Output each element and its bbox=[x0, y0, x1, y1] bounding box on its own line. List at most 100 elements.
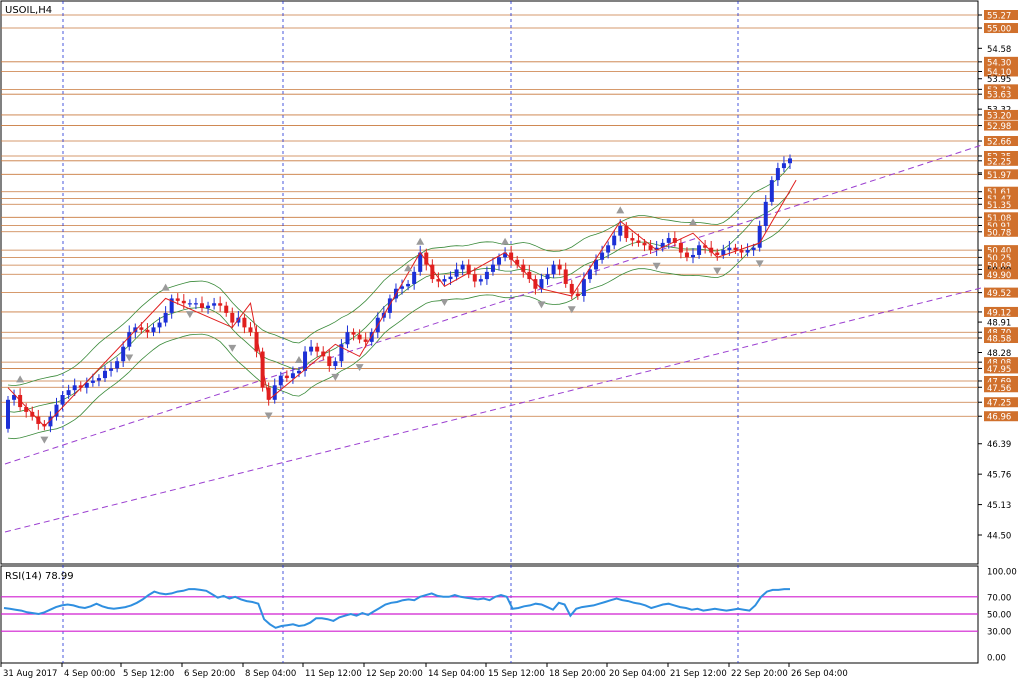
price-axis-label: 48.91 bbox=[987, 319, 1011, 329]
price-tag-box bbox=[984, 186, 1018, 197]
candle-body-119 bbox=[727, 247, 732, 251]
candle-body-19 bbox=[121, 346, 126, 362]
candle-body-74 bbox=[454, 269, 459, 277]
candle-body-80 bbox=[490, 264, 495, 272]
candle-body-99 bbox=[606, 245, 611, 253]
time-axis-label: 15 Sep 12:00 bbox=[488, 669, 545, 679]
candle-body-24 bbox=[151, 327, 156, 333]
candle-body-92 bbox=[563, 269, 568, 284]
fractal-marker-2 bbox=[125, 354, 134, 362]
price-tag-box bbox=[984, 10, 1018, 20]
time-axis-label: 4 Sep 00:00 bbox=[64, 669, 115, 679]
price-axis-label: 49.90 bbox=[987, 271, 1011, 281]
price-tag-box bbox=[984, 220, 1018, 231]
price-tag-box bbox=[984, 327, 1018, 338]
band-upper-line bbox=[7, 165, 791, 387]
candle-body-90 bbox=[551, 264, 556, 275]
candle-body-34 bbox=[212, 303, 217, 306]
candle-body-10 bbox=[66, 390, 71, 395]
candle-body-15 bbox=[96, 378, 101, 381]
fractal-marker-12 bbox=[440, 299, 449, 307]
candle-body-47 bbox=[290, 373, 295, 379]
price-axis-label: 53.95 bbox=[987, 75, 1011, 85]
candle-body-31 bbox=[193, 303, 198, 305]
price-panel bbox=[0, 0, 979, 565]
price-axis-label: 46.96 bbox=[987, 413, 1011, 423]
time-axis-label: 26 Sep 04:00 bbox=[791, 669, 848, 679]
candle-body-36 bbox=[224, 305, 229, 313]
candle-body-60 bbox=[369, 332, 374, 342]
candle-body-125 bbox=[763, 201, 768, 226]
price-axis-label: 49.12 bbox=[987, 308, 1011, 318]
candle-body-45 bbox=[278, 375, 283, 386]
price-axis-label: 52.25 bbox=[987, 157, 1011, 167]
candle-body-48 bbox=[296, 370, 301, 374]
price-axis-label: 50.78 bbox=[987, 228, 1011, 238]
candle-body-7 bbox=[48, 416, 53, 427]
channel-upper-line bbox=[4, 143, 986, 465]
price-axis-label: 52.98 bbox=[987, 122, 1011, 132]
candle-body-57 bbox=[351, 332, 356, 335]
candle-body-1 bbox=[12, 394, 17, 400]
price-tag-box bbox=[984, 260, 1018, 271]
price-axis-label: 51.08 bbox=[987, 214, 1011, 224]
candle-body-95 bbox=[581, 279, 586, 297]
candle-body-53 bbox=[327, 356, 332, 367]
candle-body-126 bbox=[769, 180, 774, 202]
price-tag-box bbox=[984, 382, 1018, 393]
fractal-marker-6 bbox=[264, 412, 273, 420]
fractal-marker-0 bbox=[16, 375, 25, 383]
candle-body-59 bbox=[363, 339, 368, 342]
price-axis-label: 50.09 bbox=[987, 262, 1011, 272]
candle-body-3 bbox=[24, 407, 29, 412]
candle-body-9 bbox=[60, 394, 65, 405]
candle-body-118 bbox=[721, 250, 726, 255]
price-axis-label: 49.52 bbox=[987, 289, 1011, 299]
candle-body-43 bbox=[266, 387, 271, 400]
candle-body-37 bbox=[230, 312, 235, 323]
fractal-marker-16 bbox=[616, 206, 625, 214]
candle-body-17 bbox=[109, 368, 114, 371]
candle-body-112 bbox=[684, 252, 689, 258]
price-axis-label: 53.63 bbox=[987, 91, 1011, 101]
fractal-marker-9 bbox=[355, 364, 364, 372]
candle-body-51 bbox=[315, 346, 320, 352]
price-tag-box bbox=[984, 109, 1018, 120]
fractal-marker-5 bbox=[228, 344, 237, 352]
time-axis-label: 31 Aug 2017 bbox=[3, 669, 57, 679]
candle-body-104 bbox=[636, 240, 641, 243]
candle-body-77 bbox=[472, 274, 477, 282]
candle-body-106 bbox=[648, 245, 653, 251]
candle-body-44 bbox=[272, 385, 277, 400]
candle-body-91 bbox=[557, 264, 562, 270]
candle-body-13 bbox=[84, 382, 89, 388]
price-tag-box bbox=[984, 252, 1018, 263]
time-axis-label: 22 Sep 20:00 bbox=[731, 669, 788, 679]
candle-body-30 bbox=[187, 303, 192, 305]
price-tag-box bbox=[984, 199, 1018, 210]
candle-body-103 bbox=[630, 238, 635, 241]
candle-body-81 bbox=[497, 257, 502, 265]
candle-body-98 bbox=[600, 252, 605, 260]
fractal-marker-13 bbox=[501, 237, 510, 245]
price-axis-label: 55.27 bbox=[987, 12, 1011, 22]
time-axis-label: 12 Sep 20:00 bbox=[366, 669, 423, 679]
candle-body-120 bbox=[733, 247, 738, 251]
rsi-axis-label: 70.00 bbox=[987, 593, 1011, 603]
price-axis-label: 51.97 bbox=[987, 171, 1011, 181]
fractal-marker-18 bbox=[689, 218, 698, 226]
time-axis-label: 6 Sep 20:00 bbox=[184, 669, 235, 679]
time-axis-label: 11 Sep 12:00 bbox=[305, 669, 362, 679]
candle-body-58 bbox=[357, 334, 362, 340]
candle-body-123 bbox=[751, 247, 756, 251]
price-axis-label: 46.39 bbox=[987, 440, 1011, 450]
candle-body-122 bbox=[745, 250, 750, 253]
price-tag-box bbox=[984, 120, 1018, 131]
fractal-marker-8 bbox=[331, 373, 340, 381]
rsi-axis-label: 100.00 bbox=[987, 568, 1017, 578]
candle-body-16 bbox=[102, 370, 107, 379]
candle-body-68 bbox=[418, 252, 423, 272]
candle-body-76 bbox=[466, 264, 471, 275]
candle-body-65 bbox=[400, 286, 405, 289]
